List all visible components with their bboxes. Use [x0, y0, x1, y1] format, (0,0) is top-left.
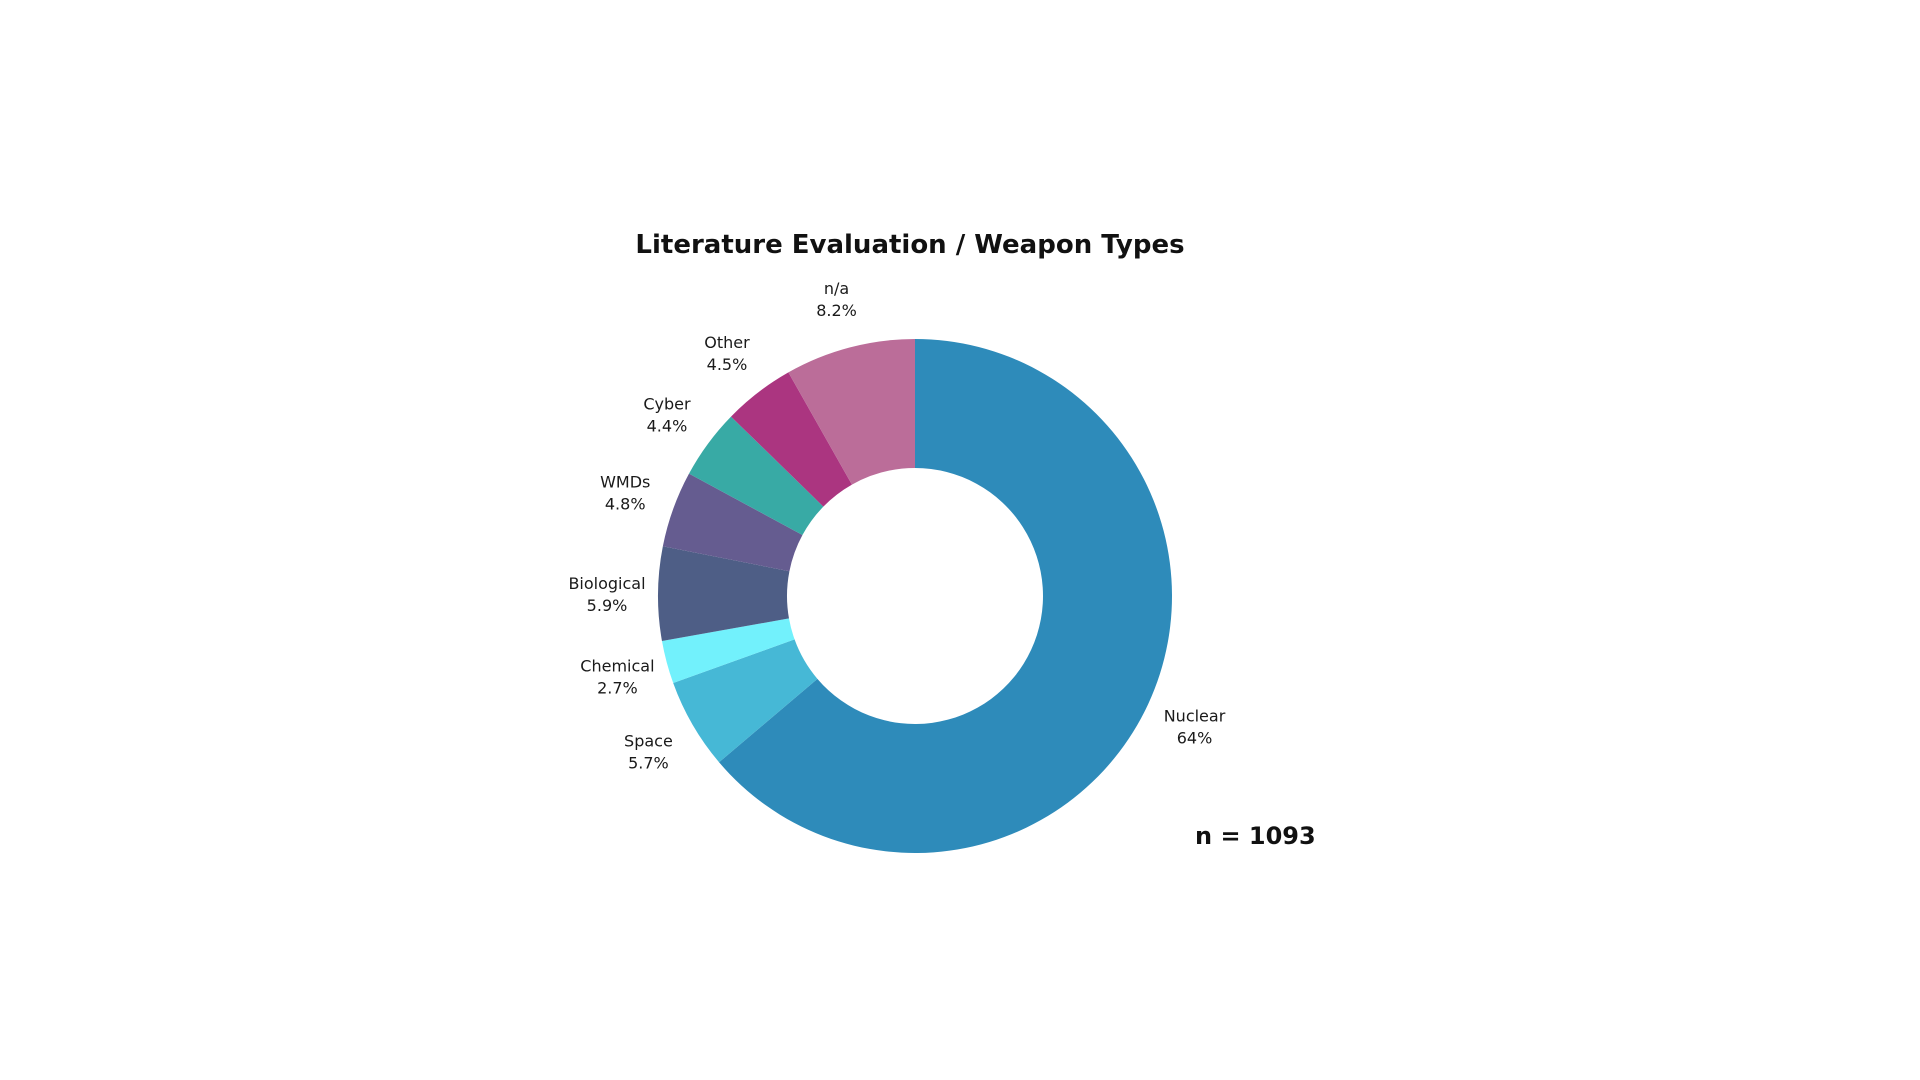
slice-category-label: n/a [824, 279, 849, 298]
slice-labels: Nuclear 64% Space 5.7% Chemical 2.7% Biologica… [568, 279, 1225, 772]
slice-percent-label: 4.5% [707, 355, 748, 374]
slice-biological [658, 546, 790, 641]
slice-label-biological: Biological 5.9% [568, 574, 645, 615]
slice-category-label: Other [704, 333, 750, 352]
slice-percent-label: 8.2% [816, 301, 857, 320]
slice-label-space: Space 5.7% [624, 731, 673, 772]
slice-label-wmds: WMDs 4.8% [600, 473, 650, 514]
slice-wmds [662, 473, 803, 572]
slice-label-chemical: Chemical 2.7% [580, 656, 654, 697]
slice-label-other: Other 4.5% [704, 333, 750, 374]
slice-percent-label: 5.7% [628, 753, 669, 772]
donut-slices [658, 339, 1172, 853]
slice-label-cyber: Cyber 4.4% [643, 394, 691, 435]
slice-cyber [689, 416, 824, 536]
slice-label-n-a: n/a 8.2% [816, 279, 857, 320]
slice-percent-label: 4.4% [647, 416, 688, 435]
slice-category-label: Chemical [580, 656, 654, 675]
slice-other [731, 372, 852, 507]
slice-label-nuclear: Nuclear 64% [1164, 706, 1226, 747]
sample-size-note: n = 1093 [1195, 822, 1316, 850]
slice-category-label: Nuclear [1164, 706, 1226, 725]
chart-title: Literature Evaluation / Weapon Types [635, 230, 1185, 260]
slice-percent-label: 5.9% [587, 596, 628, 615]
slice-category-label: Biological [568, 574, 645, 593]
slice-nuclear [719, 339, 1172, 853]
slice-category-label: Cyber [643, 394, 691, 413]
slice-percent-label: 4.8% [605, 495, 646, 514]
slice-percent-label: 2.7% [597, 678, 638, 697]
slice-chemical [661, 618, 795, 684]
slice-category-label: Space [624, 731, 673, 750]
slice-space [673, 639, 818, 763]
slice-n-a [788, 339, 915, 485]
slice-percent-label: 64% [1177, 728, 1213, 747]
slice-category-label: WMDs [600, 473, 650, 492]
